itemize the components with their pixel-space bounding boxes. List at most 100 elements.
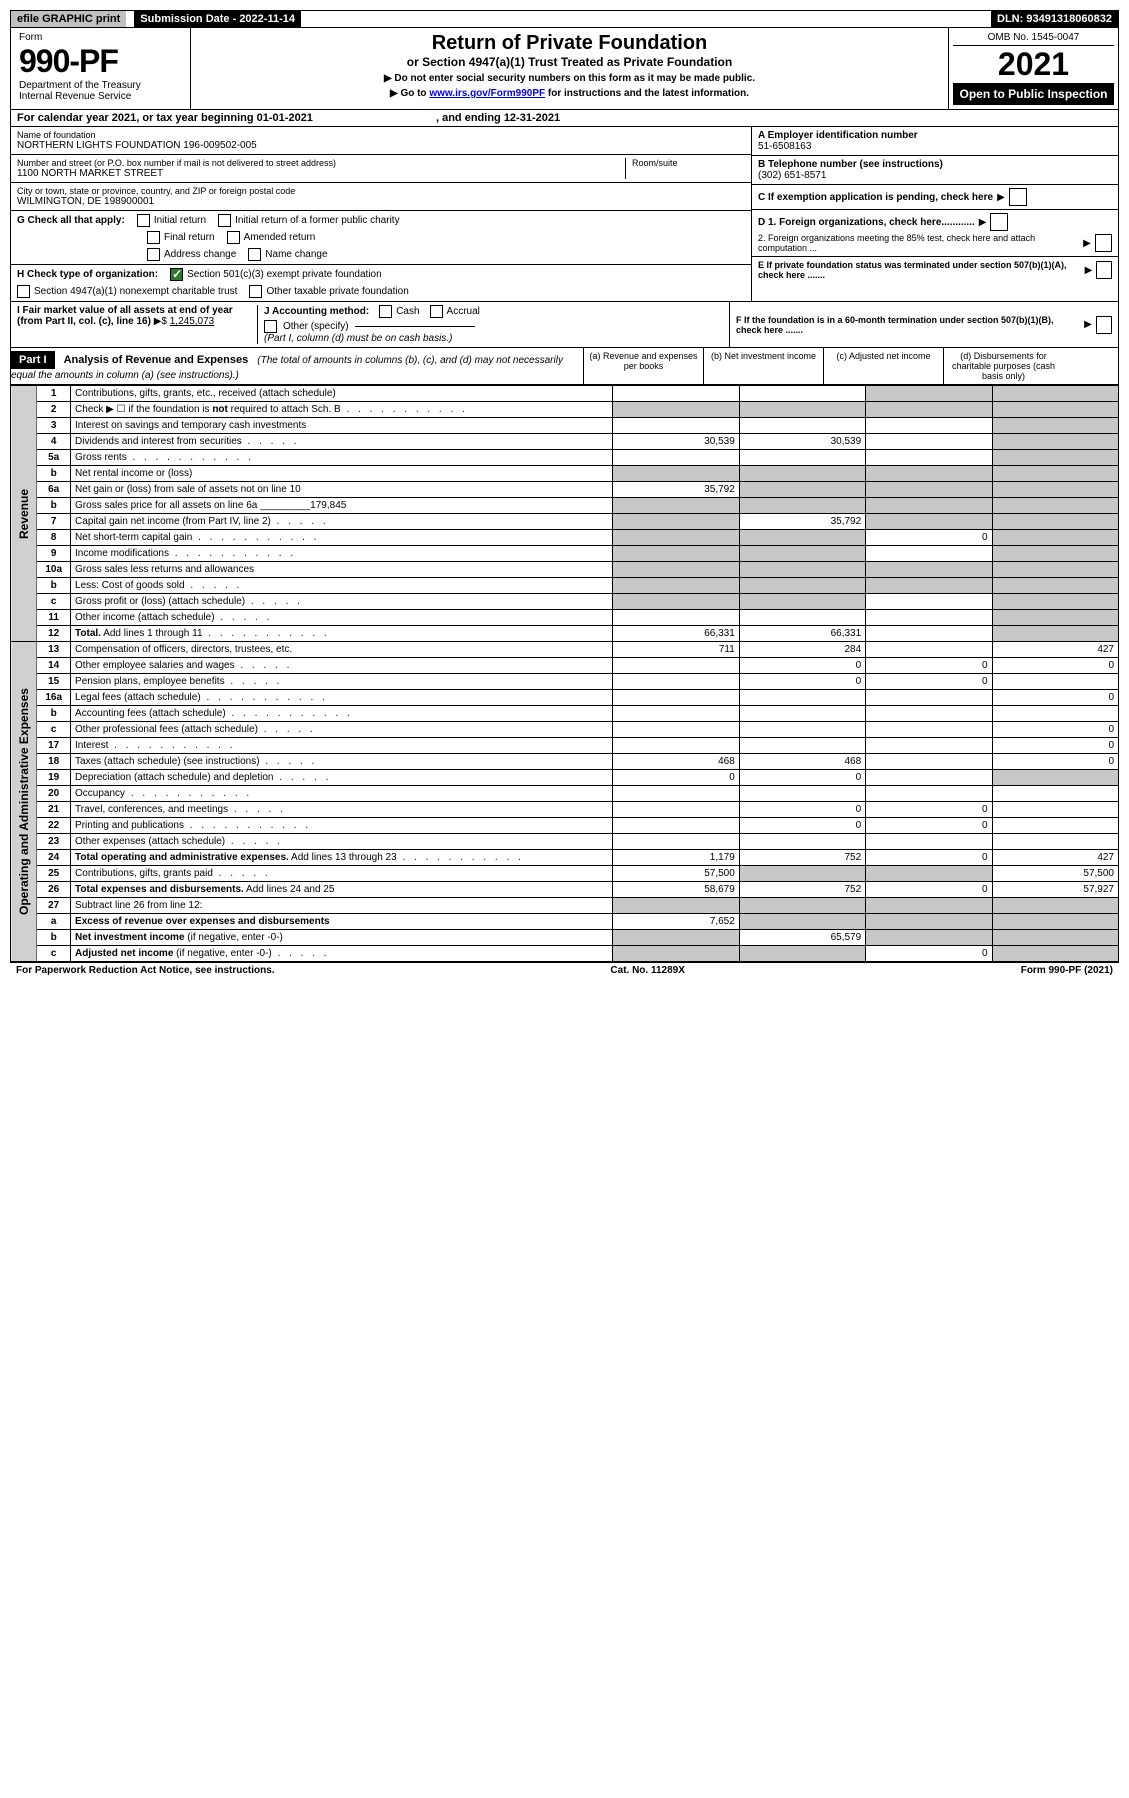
name-change-checkbox[interactable] — [248, 248, 261, 261]
h-label: H Check type of organization: — [17, 269, 158, 280]
revenue-side-label: Revenue — [11, 386, 37, 642]
line-desc: Gross rents — [71, 450, 613, 466]
omb-number: OMB No. 1545-0047 — [953, 32, 1114, 46]
501c3-checkbox[interactable] — [170, 268, 183, 281]
line-number: 3 — [37, 418, 71, 434]
col-c-value — [866, 514, 992, 530]
accrual-checkbox[interactable] — [430, 305, 443, 318]
table-row: 14Other employee salaries and wages000 — [11, 658, 1119, 674]
line-desc: Interest on savings and temporary cash i… — [71, 418, 613, 434]
foreign-org-checkbox[interactable] — [990, 213, 1008, 231]
line-number: 2 — [37, 402, 71, 418]
4947a1-checkbox[interactable] — [17, 285, 30, 298]
60month-checkbox[interactable] — [1096, 316, 1112, 334]
instr-1: ▶ Do not enter social security numbers o… — [203, 73, 936, 84]
foundation-name: NORTHERN LIGHTS FOUNDATION 196-009502-00… — [17, 140, 745, 151]
d-cell: D 1. Foreign organizations, check here..… — [752, 210, 1118, 257]
col-c-value — [866, 450, 992, 466]
col-a-value — [613, 418, 739, 434]
line-desc: Compensation of officers, directors, tru… — [71, 642, 613, 658]
col-c-value: 0 — [866, 882, 992, 898]
cash-checkbox[interactable] — [379, 305, 392, 318]
col-d-value — [992, 786, 1118, 802]
open-inspection: Open to Public Inspection — [953, 83, 1114, 105]
col-a-value: 0 — [613, 770, 739, 786]
part1-title: Analysis of Revenue and Expenses — [64, 354, 249, 366]
arrow-icon: ▶ — [979, 217, 987, 228]
line-number: b — [37, 466, 71, 482]
col-c-value — [866, 914, 992, 930]
col-d-value — [992, 386, 1118, 402]
dept-treasury: Department of the Treasury — [19, 80, 182, 91]
col-d-value — [992, 946, 1118, 962]
line-desc: Total expenses and disbursements. Add li… — [71, 882, 613, 898]
col-b-value: 0 — [739, 770, 865, 786]
line-desc: Subtract line 26 from line 12: — [71, 898, 613, 914]
line-number: 10a — [37, 562, 71, 578]
line-desc: Other employee salaries and wages — [71, 658, 613, 674]
line-desc: Net investment income (if negative, ente… — [71, 930, 613, 946]
year-box: OMB No. 1545-0047 2021 Open to Public In… — [948, 28, 1118, 109]
terminated-checkbox[interactable] — [1096, 261, 1112, 279]
col-d-value: 0 — [992, 754, 1118, 770]
line-desc: Adjusted net income (if negative, enter … — [71, 946, 613, 962]
col-a-value — [613, 498, 739, 514]
line-desc: Pension plans, employee benefits — [71, 674, 613, 690]
line-desc: Contributions, gifts, grants paid — [71, 866, 613, 882]
table-row: 20Occupancy — [11, 786, 1119, 802]
line-number: 5a — [37, 450, 71, 466]
col-c-value — [866, 466, 992, 482]
col-d-value — [992, 418, 1118, 434]
col-b-value: 0 — [739, 818, 865, 834]
c-label: C If exemption application is pending, c… — [758, 192, 993, 203]
col-c-value — [866, 722, 992, 738]
col-c-value — [866, 402, 992, 418]
col-c-value: 0 — [866, 946, 992, 962]
table-row: 12Total. Add lines 1 through 1166,33166,… — [11, 626, 1119, 642]
col-c-value — [866, 930, 992, 946]
col-c-value — [866, 626, 992, 642]
line-number: 6a — [37, 482, 71, 498]
table-row: 5aGross rents — [11, 450, 1119, 466]
table-row: 11Other income (attach schedule) — [11, 610, 1119, 626]
address-change-checkbox[interactable] — [147, 248, 160, 261]
col-c-value — [866, 786, 992, 802]
amended-return-checkbox[interactable] — [227, 231, 240, 244]
col-c-value: 0 — [866, 850, 992, 866]
col-b-value — [739, 834, 865, 850]
other-method-checkbox[interactable] — [264, 320, 277, 333]
col-d-value: 0 — [992, 690, 1118, 706]
col-b-value — [739, 898, 865, 914]
line-desc: Occupancy — [71, 786, 613, 802]
col-b-value — [739, 578, 865, 594]
col-a-value: 1,179 — [613, 850, 739, 866]
section-i-j-f: I Fair market value of all assets at end… — [10, 302, 1119, 348]
col-b-value — [739, 418, 865, 434]
table-row: 16aLegal fees (attach schedule)0 — [11, 690, 1119, 706]
line-number: b — [37, 498, 71, 514]
instr2-post: for instructions and the latest informat… — [545, 88, 749, 99]
main-title: Return of Private Foundation — [203, 32, 936, 55]
col-d-value — [992, 562, 1118, 578]
initial-return-checkbox[interactable] — [137, 214, 150, 227]
cal-year-begin: For calendar year 2021, or tax year begi… — [17, 112, 313, 124]
line-number: 26 — [37, 882, 71, 898]
col-a-value — [613, 594, 739, 610]
initial-return-former-checkbox[interactable] — [218, 214, 231, 227]
col-c-value: 0 — [866, 530, 992, 546]
col-c-value — [866, 706, 992, 722]
line-desc: Net gain or (loss) from sale of assets n… — [71, 482, 613, 498]
e-cell: E If private foundation status was termi… — [752, 257, 1118, 283]
col-a-value: 468 — [613, 754, 739, 770]
other-taxable-checkbox[interactable] — [249, 285, 262, 298]
exemption-pending-checkbox[interactable] — [1009, 188, 1027, 206]
foreign-85-checkbox[interactable] — [1095, 234, 1112, 252]
section-h: H Check type of organization: Section 50… — [11, 265, 751, 301]
final-return-checkbox[interactable] — [147, 231, 160, 244]
line-desc: Other expenses (attach schedule) — [71, 834, 613, 850]
col-a-value — [613, 706, 739, 722]
col-c-value — [866, 562, 992, 578]
col-b-value — [739, 402, 865, 418]
col-c-value — [866, 754, 992, 770]
form990pf-link[interactable]: www.irs.gov/Form990PF — [429, 88, 545, 99]
